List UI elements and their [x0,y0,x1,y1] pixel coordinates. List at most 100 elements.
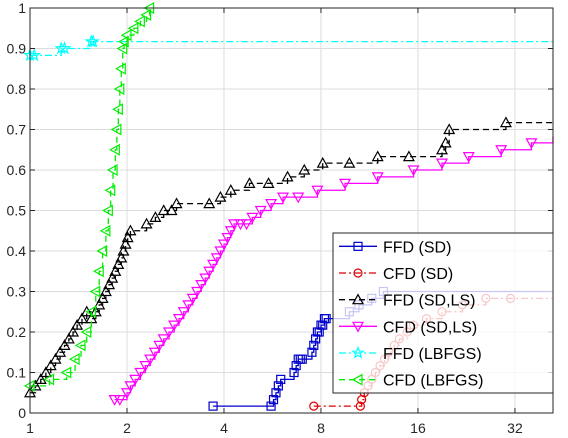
x-tick-label: 4 [220,420,228,436]
data-point [127,22,139,35]
data-point [495,145,508,156]
data-point [186,293,199,305]
data-point [199,273,212,285]
legend-marker [353,241,363,251]
y-tick-label: 0.8 [7,81,27,97]
y-tick-label: 0.7 [7,122,27,138]
data-point [43,373,55,386]
series-5 [23,1,155,392]
data-point [58,339,71,350]
legend-entry: FFD (SD) [339,239,451,256]
data-point [102,204,113,217]
y-tick-label: 1 [18,0,26,16]
legend-entry: FFD (LBFGS) [339,345,482,363]
data-point [165,204,178,216]
y-tick-label: 0.2 [7,324,27,340]
data-point [221,233,234,244]
data-point [439,136,452,148]
data-point [435,158,449,170]
data-point [298,163,311,175]
x-tick-label: 16 [410,420,426,436]
data-point [435,143,449,155]
x-tick-label: 32 [507,420,523,436]
data-point [96,244,108,258]
data-point [203,266,216,278]
data-point [443,123,456,135]
data-point [289,367,299,378]
data-point [316,156,329,168]
data-point [149,211,162,222]
data-point [191,286,204,298]
data-point [104,184,116,197]
data-point [268,395,279,405]
data-point [234,219,247,231]
data-point [276,374,286,384]
data-point [80,305,93,317]
data-point [217,239,230,251]
data-point [60,366,72,379]
ticks: 0 0.1 0.2 0.3 0.4 0.5 0.6 0.7 0.8 0.9 1 1 2 4 8 16 32 [7,0,553,436]
data-point [116,42,128,55]
legend-box [332,232,554,394]
data-point [402,150,415,162]
data-point [224,184,237,195]
data-point [371,172,384,184]
data-point [109,143,120,156]
data-point [103,278,116,290]
legend-entry: FFD (SD,LS) [339,293,475,310]
data-point [297,354,307,364]
series-2 [23,116,553,398]
data-point [140,8,152,21]
x-tick-label: 1 [26,420,34,436]
y-tick-label: 0.9 [7,41,27,57]
legend-entry: CFD (SD) [339,266,453,283]
data-point [99,224,111,237]
data-point [309,401,319,411]
data-point [273,381,283,391]
data-point [134,15,145,28]
data-point [86,34,100,48]
data-point [120,29,132,42]
legend-label: FFD (SD) [383,239,451,256]
data-point [207,259,220,271]
data-point [307,347,317,357]
data-point [89,285,101,298]
data-point [129,374,142,386]
data-point [321,314,331,324]
data-point [117,35,129,48]
data-point [309,340,319,350]
data-point [44,359,57,371]
data-point [99,285,112,297]
data-point [140,217,153,229]
data-point [224,226,237,237]
data-point [208,401,218,411]
y-tick-label: 0.4 [7,243,27,259]
data-point [170,197,183,209]
data-point [144,354,157,366]
data-point [195,280,208,291]
data-point [525,138,538,150]
legend-entry: CFD (SD,LS) [339,319,477,336]
data-point [246,212,259,224]
series-layer [23,1,554,411]
data-point [271,388,281,398]
data-point [106,163,118,177]
data-point [499,116,512,128]
data-point [168,320,181,332]
x-tick-label: 2 [123,420,131,436]
data-point [162,327,176,339]
data-point [266,401,276,411]
data-point [153,340,166,352]
data-point [262,177,275,188]
data-point [71,318,84,330]
data-point [148,347,161,359]
legend-entry: CFD (LBFGS) [339,373,483,390]
data-point [124,224,137,236]
data-point [57,41,72,55]
data-point [124,381,137,393]
legend-marker [351,373,363,386]
y-tick-label: 0.3 [7,284,27,300]
data-point [75,312,89,324]
data-point [281,170,294,182]
data-point [292,192,305,204]
